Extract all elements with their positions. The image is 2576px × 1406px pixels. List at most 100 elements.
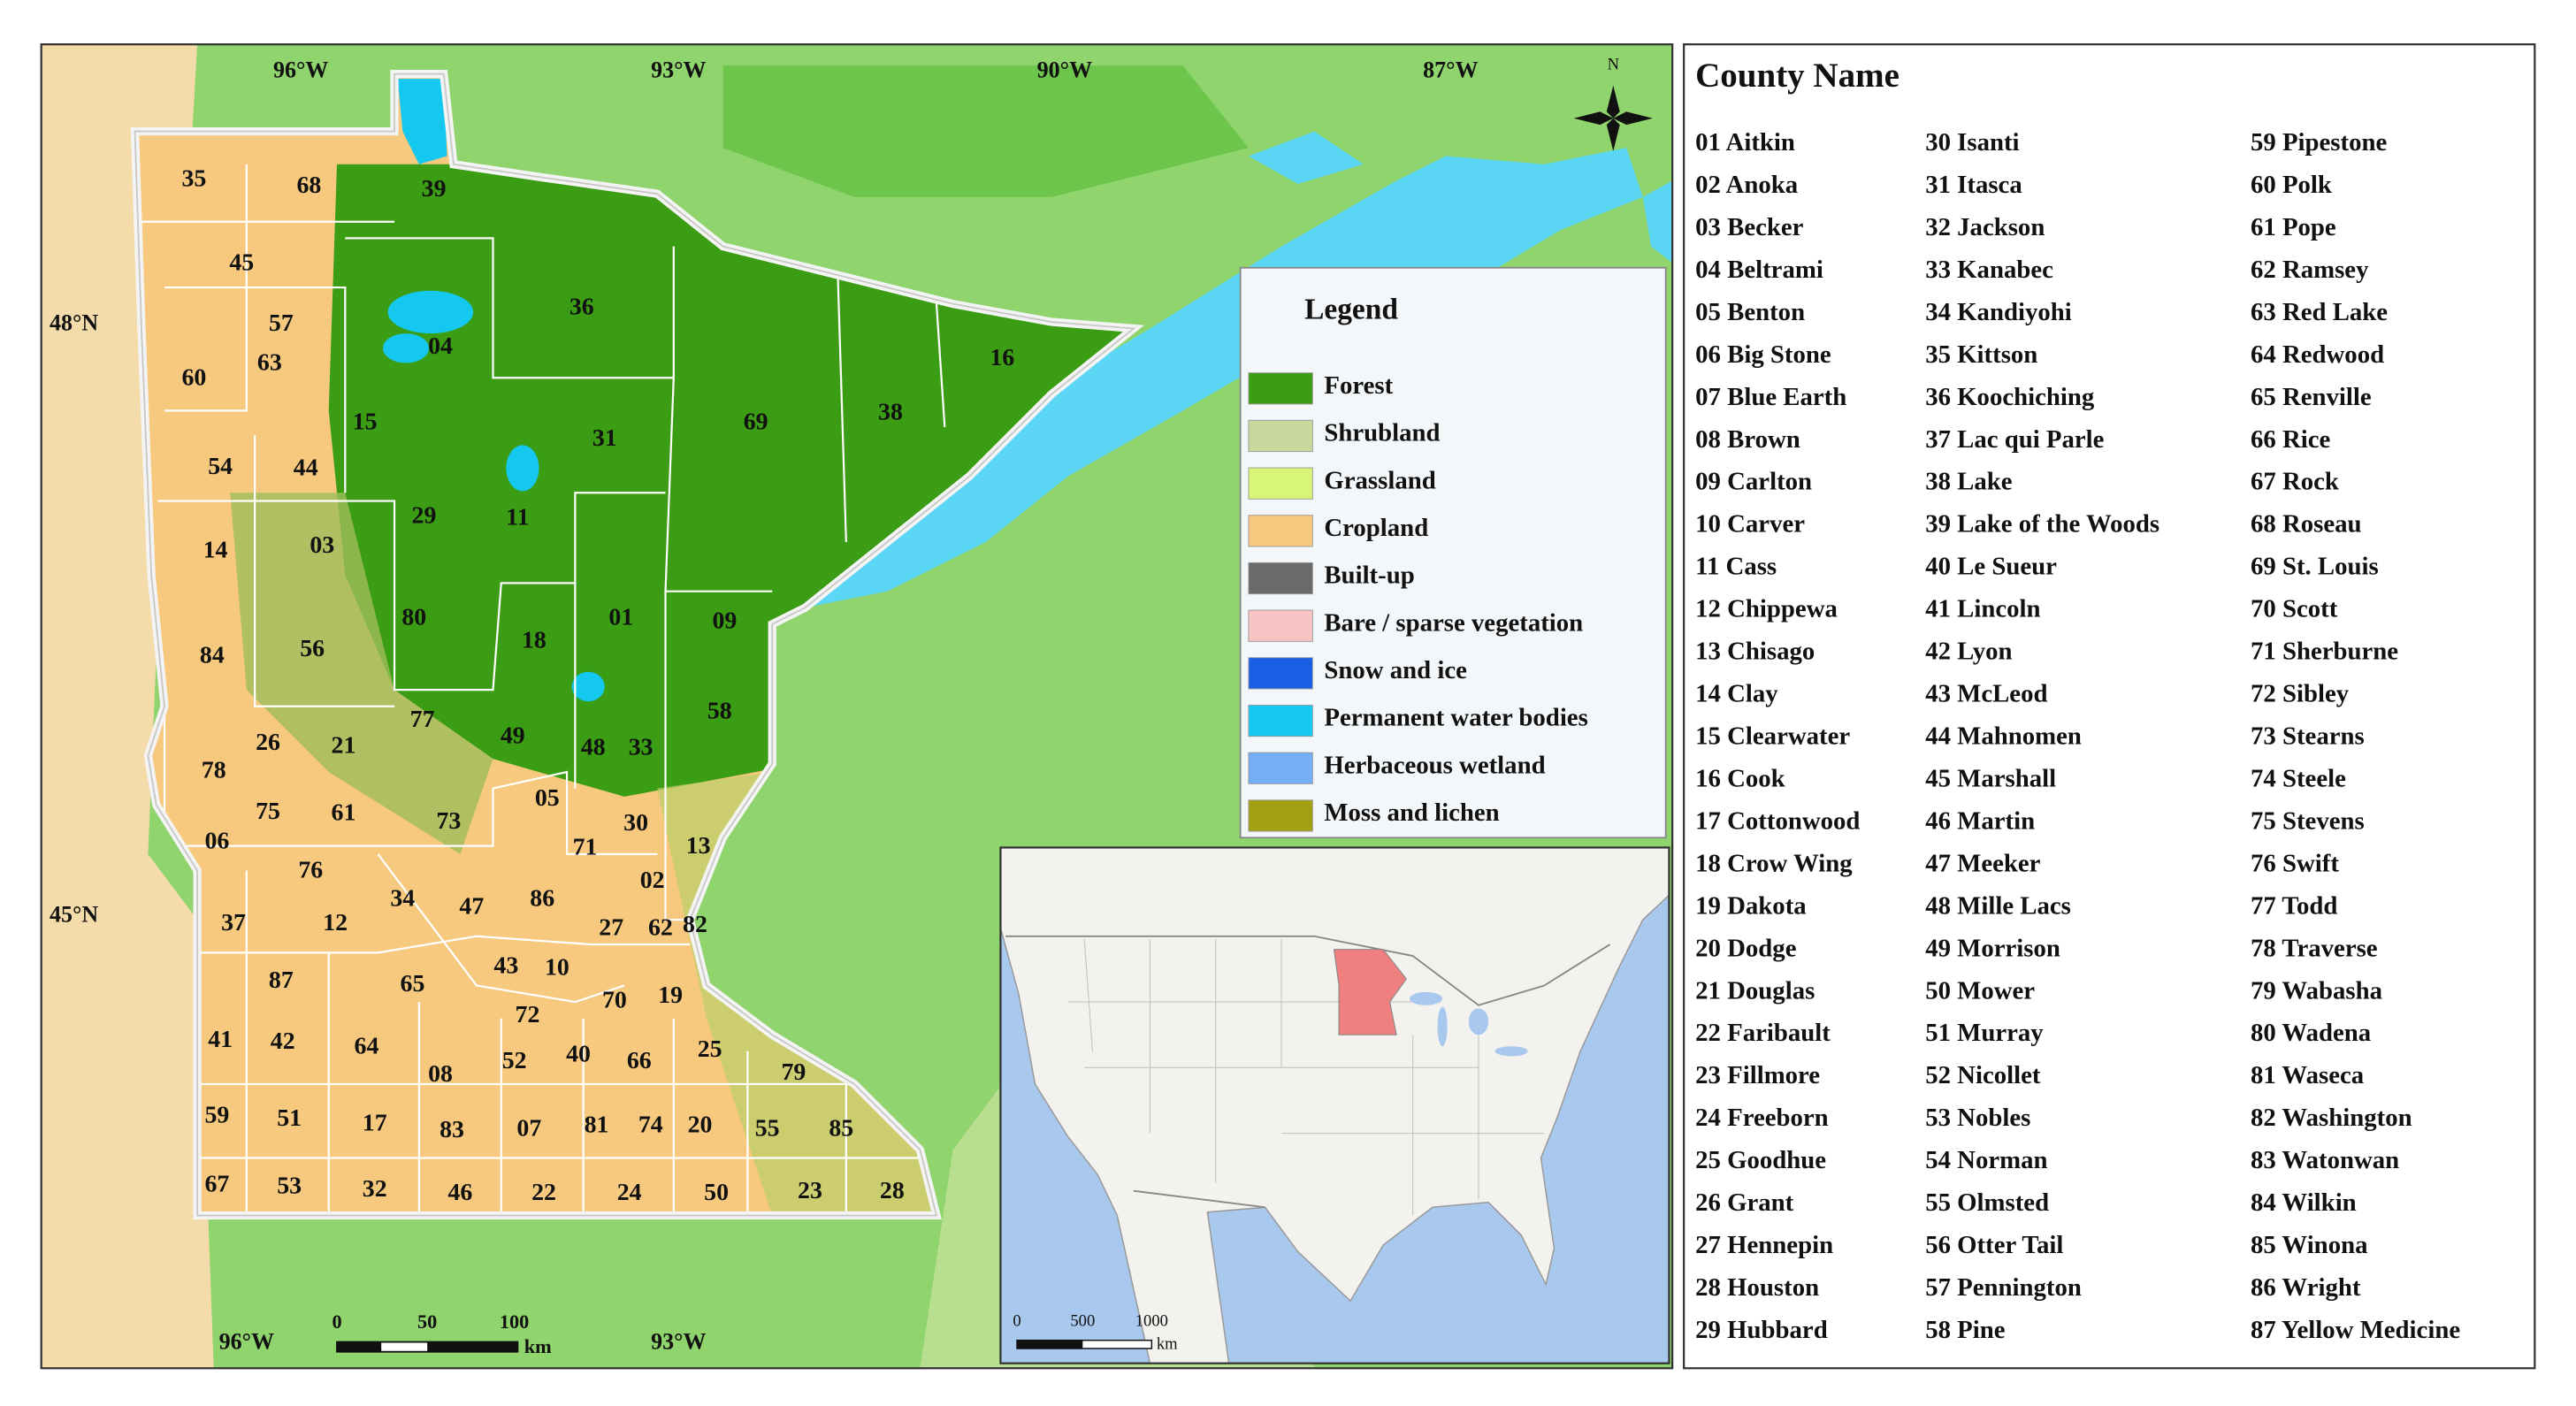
county-entry: 36 Koochiching	[1925, 383, 2095, 411]
legend-label: Grassland	[1324, 466, 1435, 494]
county-number: 51	[277, 1104, 302, 1132]
county-entry: 32 Jackson	[1925, 213, 2045, 241]
county-entry: 81 Waseca	[2251, 1061, 2364, 1089]
county-number: 69	[744, 409, 768, 436]
lake-of-the-woods	[397, 79, 447, 164]
county-number: 31	[592, 424, 617, 452]
county-entry: 04 Beltrami	[1695, 256, 1823, 284]
state-lines	[1067, 939, 1545, 1216]
county-entry: 06 Big Stone	[1695, 340, 1831, 369]
map-frame	[40, 43, 1674, 1370]
county-number: 64	[355, 1032, 379, 1059]
county-entry: 60 Polk	[2251, 171, 2332, 199]
county-number: 08	[428, 1060, 453, 1088]
legend-label: Moss and lichen	[1324, 799, 1499, 827]
county-entry: 61 Pope	[2251, 213, 2336, 241]
county-number: 21	[332, 732, 356, 760]
county-number: 15	[353, 409, 378, 436]
county-number: 58	[707, 698, 732, 725]
county-number: 27	[599, 914, 623, 942]
compass-needle	[1606, 118, 1620, 151]
mixed-forest	[230, 493, 493, 854]
county-number: 62	[648, 914, 673, 942]
county-number: 17	[363, 1110, 387, 1137]
longitude-label: 93°W	[651, 57, 706, 83]
county-entry: 54 Norman	[1925, 1146, 2047, 1174]
county-entry: 68 Roseau	[2251, 510, 2362, 539]
lake-water	[1642, 180, 1673, 264]
red-lake	[383, 333, 430, 363]
leech-lake	[506, 445, 539, 492]
latitude-label: 48°N	[50, 310, 98, 336]
county-number: 77	[410, 706, 435, 733]
county-entry: 59 Pipestone	[2251, 128, 2388, 157]
county-number: 75	[256, 798, 280, 825]
lake-nipigon	[1248, 131, 1364, 185]
county-number: 06	[204, 827, 229, 854]
scale-label: 50	[417, 1310, 437, 1333]
county-number: 74	[638, 1112, 663, 1139]
county-number: 66	[627, 1047, 652, 1074]
county-entry: 22 Faribault	[1695, 1019, 1831, 1047]
county-number: 73	[436, 807, 461, 835]
legend-swatch	[1248, 419, 1313, 453]
county-entry: 30 Isanti	[1925, 128, 2019, 157]
county-number: 05	[535, 784, 560, 812]
county-number: 36	[569, 294, 594, 321]
county-number: 39	[422, 175, 447, 202]
county-number: 47	[459, 893, 484, 921]
county-number: 44	[294, 455, 318, 482]
longitude-label: 87°W	[1423, 57, 1478, 83]
inset-map	[1000, 847, 1670, 1364]
red-lake	[387, 290, 474, 334]
boundary	[197, 935, 691, 954]
inset-scale-label: 500	[1070, 1312, 1095, 1331]
mille-lacs	[571, 671, 605, 702]
legend-swatch	[1248, 467, 1313, 500]
county-entry: 83 Watonwan	[2251, 1146, 2399, 1174]
county-number: 55	[755, 1114, 780, 1142]
county-entry: 44 Mahnomen	[1925, 722, 2082, 751]
scale-bar	[336, 1341, 519, 1353]
legend-label: Herbaceous wetland	[1324, 751, 1545, 779]
boundary	[377, 853, 625, 1004]
county-number: 09	[712, 607, 737, 634]
county-number: 56	[300, 635, 325, 662]
county-entry: 37 Lac qui Parle	[1925, 425, 2104, 454]
scale-bar-segment	[337, 1341, 382, 1352]
county-number: 04	[428, 332, 453, 360]
county-number: 72	[516, 1001, 540, 1028]
county-entry: 73 Stearns	[2251, 722, 2365, 751]
county-number: 52	[502, 1047, 527, 1074]
county-entry: 77 Todd	[2251, 891, 2337, 920]
county-number: 79	[781, 1058, 806, 1086]
inset-frame	[999, 846, 1670, 1364]
county-number: 32	[363, 1175, 387, 1203]
county-entry: 43 McLeod	[1925, 680, 2047, 708]
county-number: 50	[704, 1179, 729, 1206]
county-entry: 33 Kanabec	[1925, 256, 2053, 284]
county-entry: 70 Scott	[2251, 595, 2338, 623]
county-number: 14	[203, 537, 228, 564]
county-number: 42	[271, 1028, 295, 1055]
county-entry: 13 Chisago	[1695, 638, 1815, 666]
county-number: 84	[200, 641, 225, 669]
county-entry: 12 Chippewa	[1695, 595, 1838, 623]
county-entry: 18 Crow Wing	[1695, 849, 1853, 877]
county-entry: 48 Mille Lacs	[1925, 891, 2071, 920]
county-entry: 53 Nobles	[1925, 1104, 2030, 1132]
county-number: 13	[686, 832, 711, 860]
county-number: 18	[522, 627, 547, 654]
county-entry: 24 Freeborn	[1695, 1104, 1829, 1132]
county-number: 86	[530, 884, 554, 912]
county-number: 68	[297, 172, 322, 199]
county-entry: 28 Houston	[1695, 1273, 1819, 1302]
legend-swatch	[1248, 752, 1313, 784]
longitude-label: 93°W	[651, 1328, 706, 1354]
county-entry: 72 Sibley	[2251, 680, 2350, 708]
county-number: 43	[493, 951, 518, 979]
county-number: 87	[269, 967, 294, 994]
inset-scale-unit: km	[1157, 1335, 1178, 1354]
inset-scale-label: 0	[1013, 1312, 1020, 1331]
